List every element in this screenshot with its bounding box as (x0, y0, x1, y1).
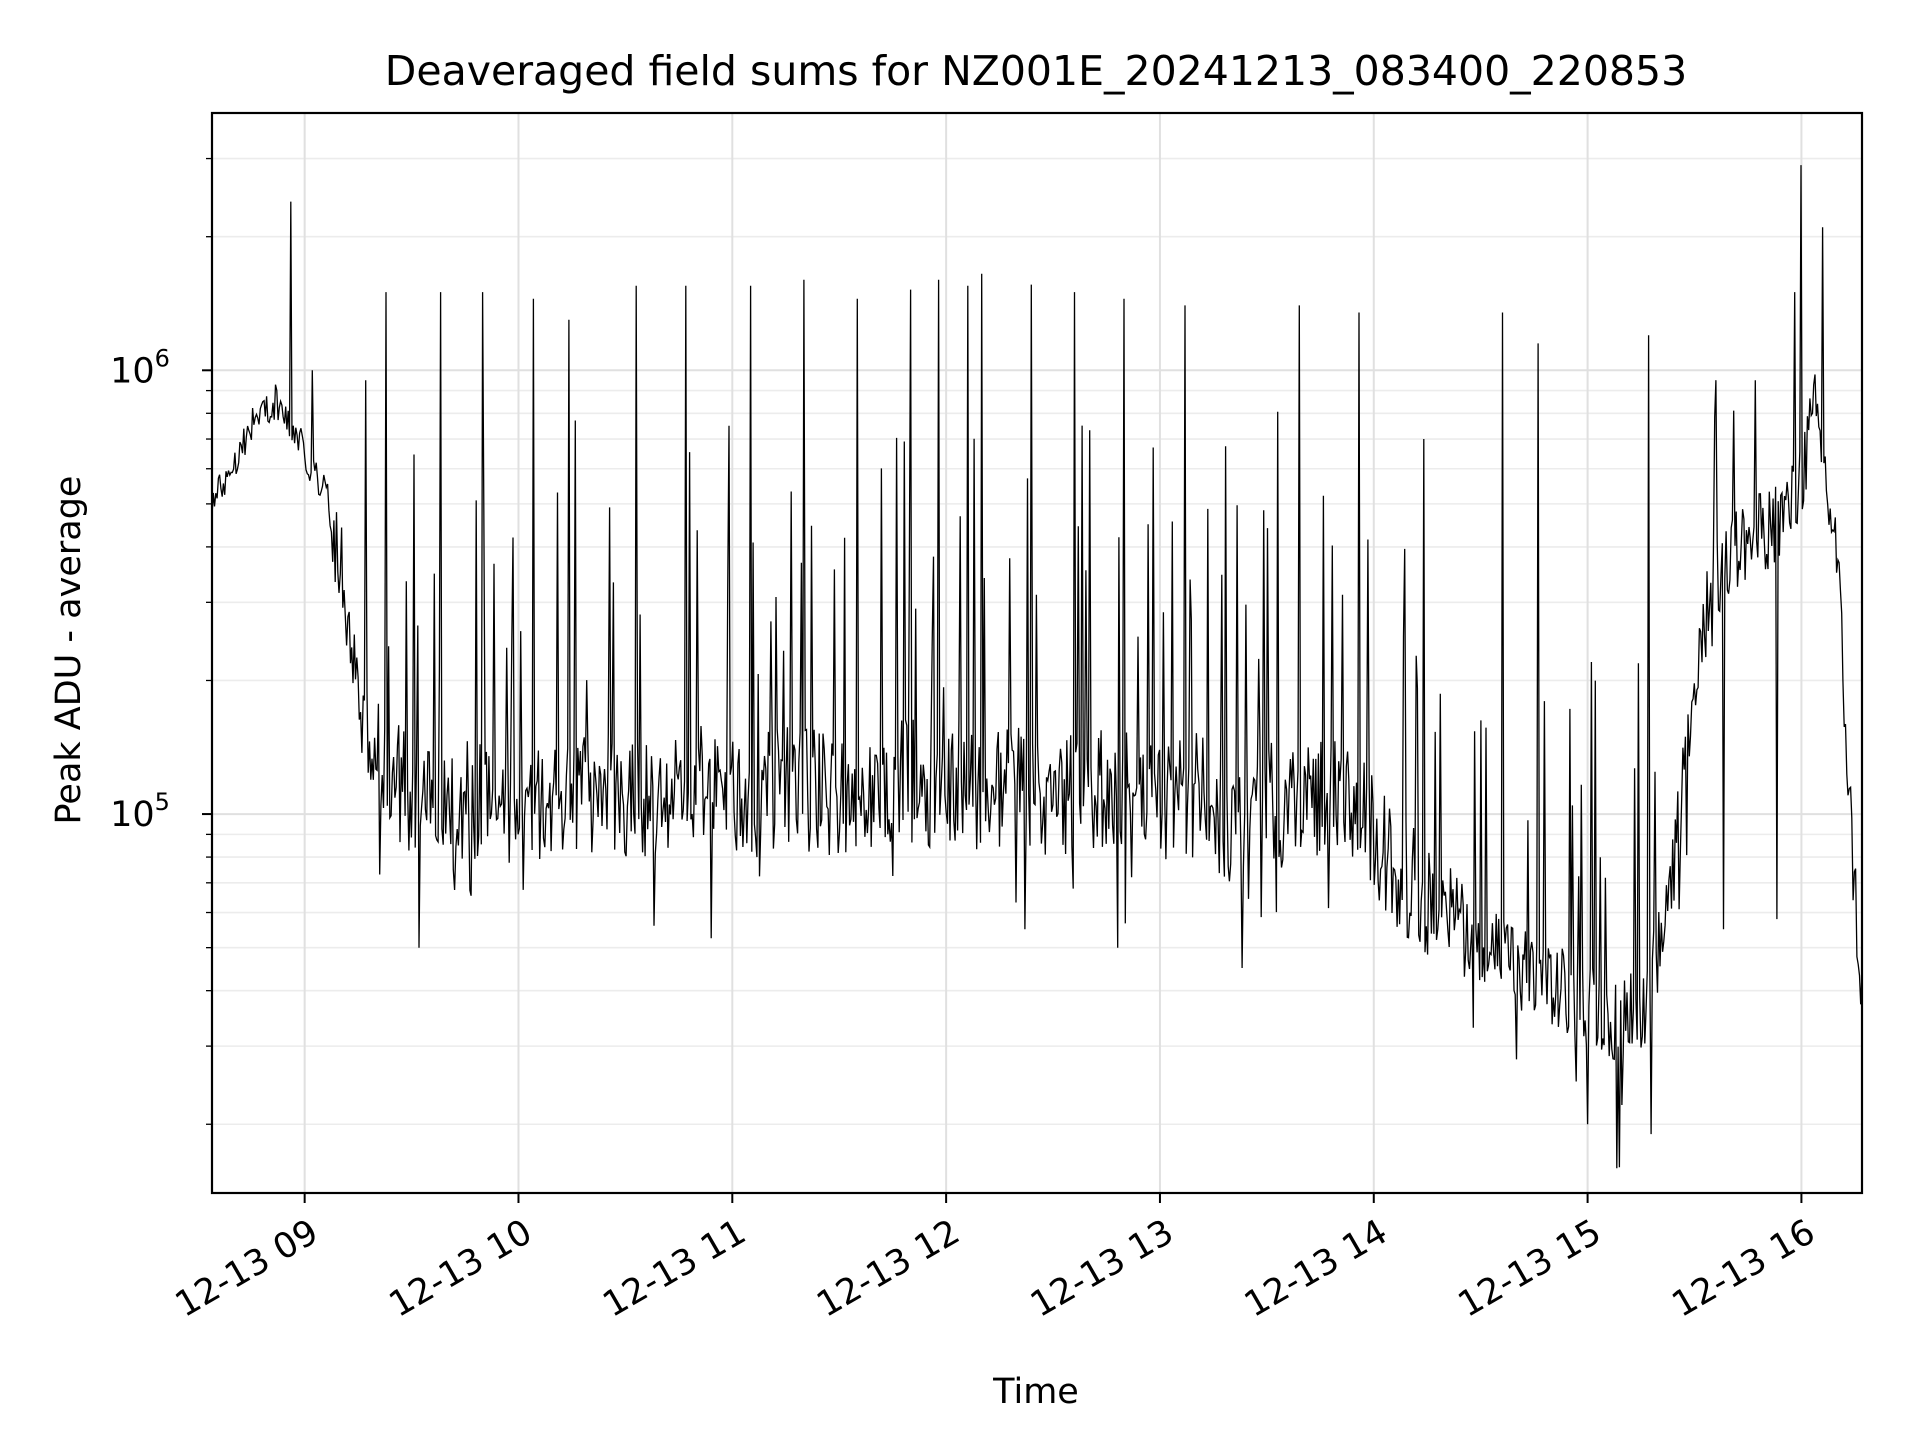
y-axis-label: Peak ADU - average (49, 476, 89, 825)
x-axis-label: Time (992, 1372, 1079, 1412)
y-tick-label: 105 (110, 788, 170, 835)
series-line (211, 165, 1863, 1169)
y-tick-label: 106 (110, 344, 170, 391)
plot-frame (210, 111, 1864, 1195)
plot-area (211, 165, 1863, 1169)
chart-title: Deaveraged field sums for NZ001E_2024121… (385, 47, 1687, 95)
